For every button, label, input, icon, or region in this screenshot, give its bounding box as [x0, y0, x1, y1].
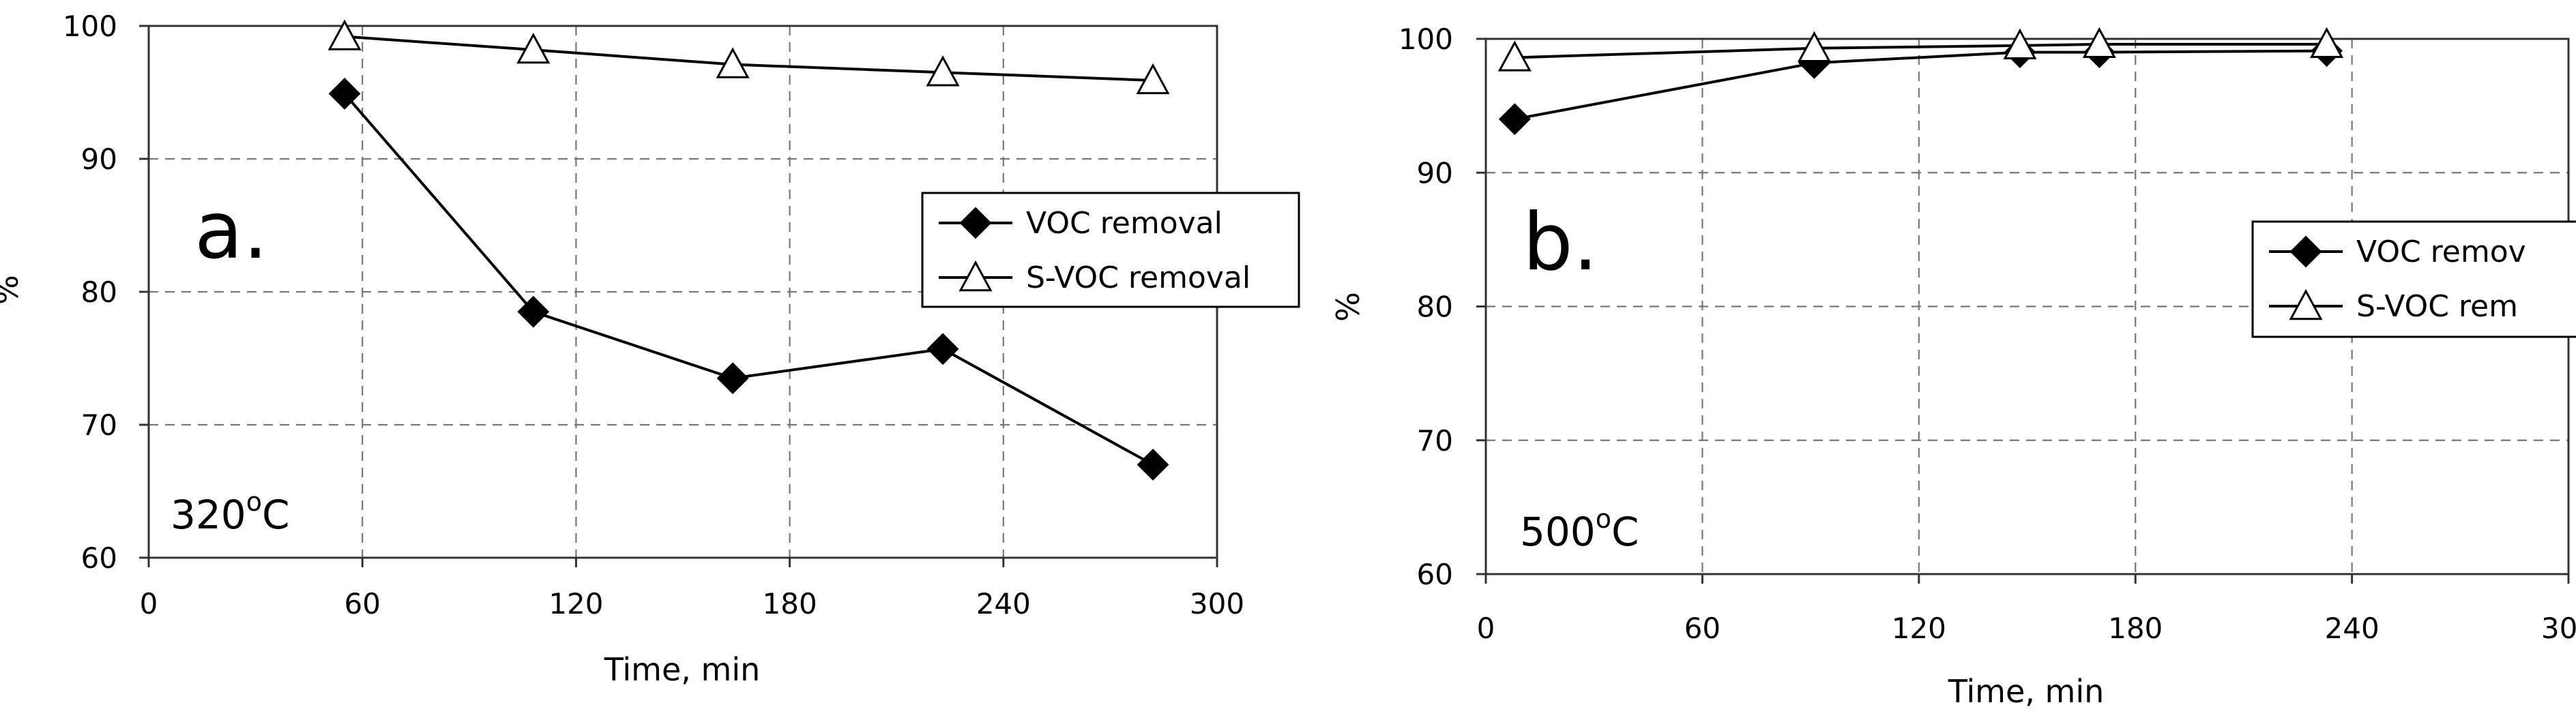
temperature-unit: C: [1611, 509, 1639, 555]
data-point-diamond: [716, 362, 749, 395]
legend-marker-triangle: [2289, 288, 2323, 320]
legend-entry-label: VOC removal: [1026, 206, 1223, 241]
y-axis-label: %: [0, 275, 25, 305]
legend-marker-triangle: [958, 260, 993, 292]
legend: VOC removal S-VOC removal: [921, 192, 1300, 308]
legend-entry-label: S-VOC removal: [1026, 260, 1250, 295]
data-point-diamond: [1137, 449, 1169, 481]
data-point-triangle: [1136, 63, 1170, 95]
chart-panel-2: 60 70 80 90 100 0 60 120 180 240 300 Time, min% b. 50…: [1330, 22, 2576, 710]
data-point-diamond: [926, 333, 959, 365]
y-tick-label: 60: [1417, 558, 1453, 591]
x-tick-label: 300: [1190, 587, 1244, 620]
data-point-triangle: [516, 32, 551, 64]
legend: VOC remov S-VOC rem: [2251, 220, 2576, 338]
temperature-label: 320oC: [171, 487, 289, 538]
series-2: [327, 19, 1170, 95]
data-point-triangle: [2003, 28, 2037, 60]
temperature-value: 320: [171, 492, 246, 538]
data-point-triangle: [1497, 40, 1532, 72]
panel-label: a.: [194, 185, 268, 277]
x-tick-label: 180: [763, 587, 817, 620]
x-tick-label: 300: [2541, 612, 2576, 645]
data-point-diamond: [1498, 103, 1531, 136]
legend-marker-diamond: [2289, 235, 2322, 268]
data-point-triangle: [2082, 27, 2116, 59]
temperature-degree-sup: o: [1596, 504, 1611, 534]
data-point-diamond: [328, 78, 361, 110]
data-point-triangle: [926, 55, 960, 87]
data-point-triangle: [716, 47, 750, 78]
x-tick-label: 60: [344, 587, 380, 620]
x-tick-label: 120: [1892, 612, 1946, 645]
legend-entry-label: VOC remov: [2356, 235, 2526, 269]
y-tick-label: 90: [1417, 156, 1453, 190]
temperature-value: 500: [1520, 509, 1596, 555]
chart-panel-1: 60 70 80 90 100 0 60 120 180 240 300 Time, min% a. 32…: [0, 10, 1300, 688]
y-tick-label: 100: [1399, 22, 1453, 56]
x-tick-label: 240: [976, 587, 1031, 620]
legend-marker-diamond: [959, 207, 992, 239]
temperature-label: 500oC: [1520, 504, 1639, 555]
y-axis-label: %: [1330, 292, 1366, 322]
x-tick-label: 0: [140, 587, 158, 620]
data-point-triangle: [327, 19, 362, 50]
temperature-unit: C: [262, 492, 290, 538]
y-tick-label: 90: [81, 142, 117, 176]
x-tick-label: 60: [1684, 612, 1721, 645]
y-tick-label: 60: [81, 541, 117, 575]
x-tick-label: 240: [2325, 612, 2380, 645]
y-tick-label: 70: [81, 408, 117, 442]
y-tick-label: 70: [1417, 424, 1453, 457]
x-axis-label: Time, min: [1948, 673, 2105, 710]
temperature-degree-sup: o: [246, 487, 262, 517]
y-tick-label: 80: [81, 275, 117, 309]
data-point-triangle: [2310, 27, 2344, 59]
data-point-diamond: [517, 295, 550, 328]
x-tick-label: 0: [1477, 612, 1495, 645]
series-1: [328, 78, 1169, 481]
x-axis-label: Time, min: [604, 651, 761, 688]
data-point-triangle: [1797, 31, 1831, 62]
x-tick-label: 120: [548, 587, 603, 620]
series-2: [1497, 27, 2344, 72]
y-tick-label: 100: [63, 10, 117, 43]
y-tick-label: 80: [1417, 290, 1453, 324]
legend-entry-label: S-VOC rem: [2356, 289, 2518, 324]
x-tick-label: 180: [2108, 612, 2163, 645]
panel-label: b.: [1523, 196, 1598, 288]
